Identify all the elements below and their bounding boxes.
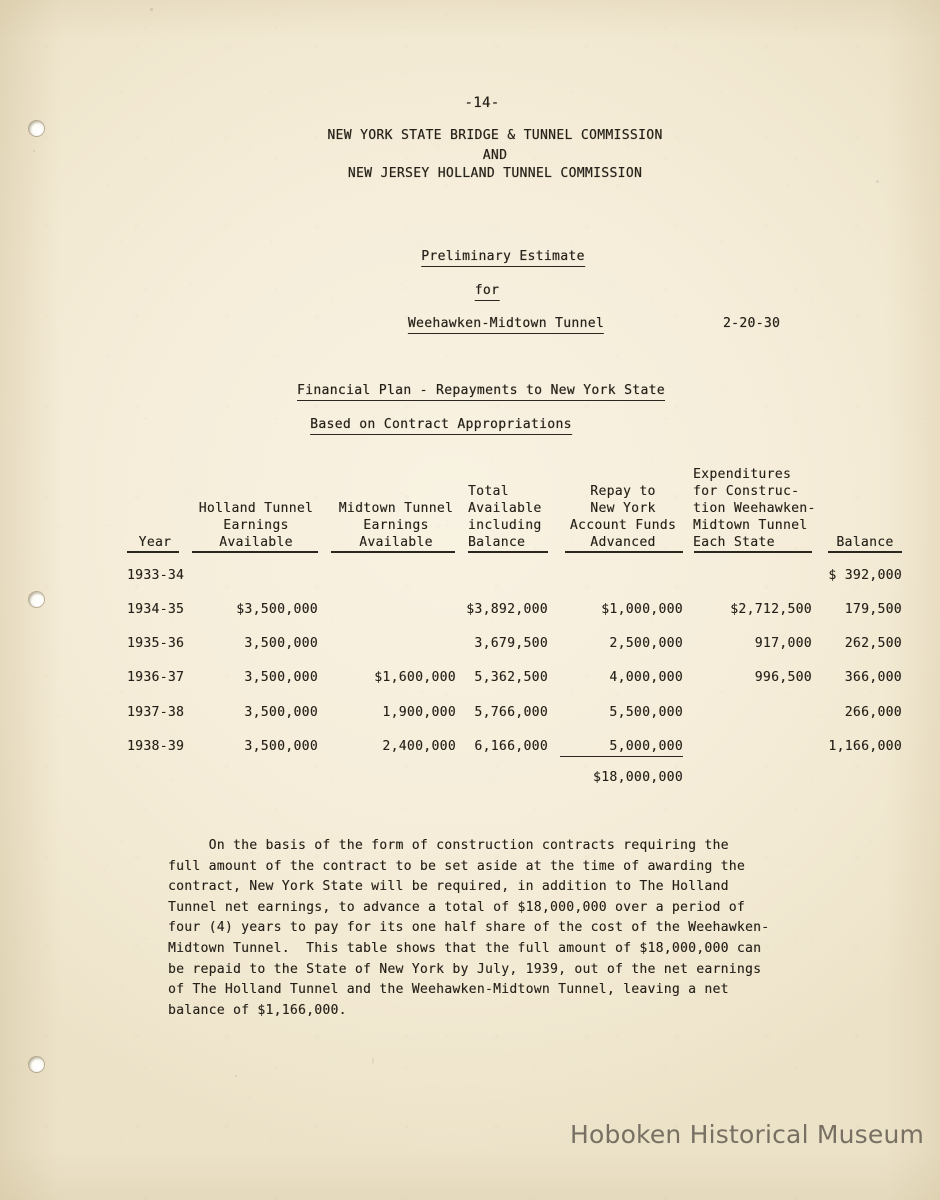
- table-header-midtown-tunnel-earnings-available: Midtown Tunnel Earnings Available: [338, 501, 454, 550]
- table-cell-year: 1936-37: [127, 670, 185, 685]
- header-rule-repay: [565, 551, 683, 553]
- document-date: 2-20-30: [723, 316, 781, 331]
- paper-speck: [372, 1057, 374, 1064]
- paper-speck: [150, 8, 153, 11]
- title-line-3: Weehawken-Midtown Tunnel: [407, 316, 605, 334]
- title-line-1: Preliminary Estimate: [421, 249, 585, 267]
- table-cell-holland: 3,500,000: [244, 636, 318, 651]
- punch-hole-top: [29, 121, 44, 136]
- table-cell-expenditures: 996,500: [754, 670, 812, 685]
- table-cell-year: 1938-39: [127, 739, 185, 754]
- header-rule-balance: [828, 551, 902, 553]
- table-cell-holland: 3,500,000: [244, 670, 318, 685]
- table-cell-repay: 5,500,000: [609, 705, 683, 720]
- table-cell-balance: $ 392,000: [828, 568, 902, 583]
- table-cell-balance: 179,500: [844, 602, 902, 617]
- table-cell-total: 5,362,500: [474, 670, 548, 685]
- table-cell-repay: 5,000,000: [560, 739, 683, 757]
- table-cell-year: 1933-34: [127, 568, 185, 583]
- table-cell-midtown: 2,400,000: [382, 739, 456, 754]
- header-rule-year: [127, 551, 179, 553]
- table-header-balance: Balance: [836, 535, 894, 550]
- subtitle-line-1: Financial Plan - Repayments to New York …: [297, 383, 665, 401]
- table-cell-year: 1935-36: [127, 636, 185, 651]
- table-cell-midtown: $1,600,000: [374, 670, 456, 685]
- table-cell-total: $3,892,000: [466, 602, 548, 617]
- table-cell-total: 3,679,500: [474, 636, 548, 651]
- table-cell-balance: 1,166,000: [828, 739, 902, 754]
- table-cell-repay: 4,000,000: [609, 670, 683, 685]
- paper-speck: [235, 1075, 237, 1077]
- table-header-total-available-including-balance: Total Available including Balance: [468, 484, 542, 550]
- table-cell-year: 1934-35: [127, 602, 185, 617]
- table-cell-midtown: 1,900,000: [382, 705, 456, 720]
- watermark-hoboken-historical-museum: Hoboken Historical Museum: [570, 1120, 925, 1149]
- table-header-year: Year: [138, 535, 172, 550]
- body-paragraph: On the basis of the form of construction…: [168, 838, 770, 1018]
- header-rule-expenditures: [694, 551, 812, 553]
- title-line-2: for: [474, 283, 500, 301]
- table-total-repay: $18,000,000: [593, 770, 683, 785]
- table-cell-holland: 3,500,000: [244, 739, 318, 754]
- paper-speck: [876, 180, 879, 183]
- subtitle-line-2: Based on Contract Appropriations: [310, 417, 572, 435]
- table-cell-holland: $3,500,000: [236, 602, 318, 617]
- header-rule-holland: [192, 551, 318, 553]
- table-cell-total: 6,166,000: [474, 739, 548, 754]
- table-cell-year: 1937-38: [127, 705, 185, 720]
- table-header-repay-to-new-york-account-funds-advanced: Repay to New York Account Funds Advanced: [569, 484, 677, 550]
- header-rule-midtown: [331, 551, 455, 553]
- table-cell-balance: 262,500: [844, 636, 902, 651]
- table-cell-holland: 3,500,000: [244, 705, 318, 720]
- table-header-expenditures-for-construction: Expenditures for Construc- tion Weehawke…: [693, 467, 816, 550]
- header-rule-total: [468, 551, 548, 553]
- table-cell-total: 5,766,000: [474, 705, 548, 720]
- table-cell-repay: $1,000,000: [601, 602, 683, 617]
- table-cell-balance: 266,000: [844, 705, 902, 720]
- punch-hole-middle: [29, 592, 44, 607]
- table-header-holland-tunnel-earnings-available: Holland Tunnel Earnings Available: [198, 501, 314, 550]
- table-cell-repay: 2,500,000: [609, 636, 683, 651]
- organization-line-2: AND: [482, 148, 508, 163]
- organization-line-1: NEW YORK STATE BRIDGE & TUNNEL COMMISSIO…: [327, 128, 663, 143]
- page-number: -14-: [464, 95, 500, 111]
- table-cell-expenditures: $2,712,500: [730, 602, 812, 617]
- punch-hole-bottom: [29, 1057, 44, 1072]
- table-cell-expenditures: 917,000: [754, 636, 812, 651]
- table-cell-balance: 366,000: [844, 670, 902, 685]
- paper-speck: [33, 150, 35, 152]
- organization-line-3: NEW JERSEY HOLLAND TUNNEL COMMISSION: [347, 166, 643, 181]
